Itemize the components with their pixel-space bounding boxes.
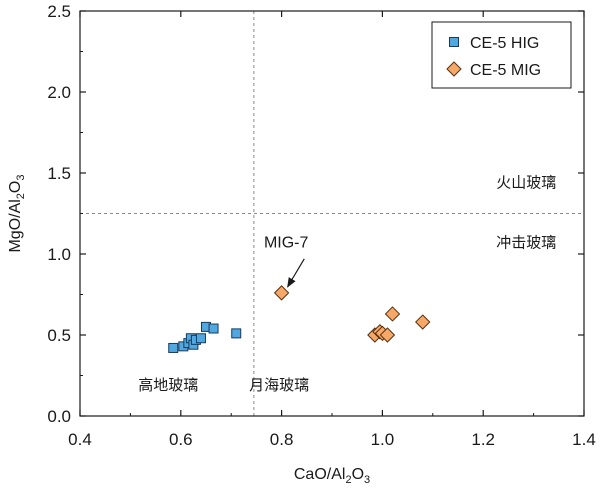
data-point-ce5-mig: [379, 327, 396, 343]
y-tick-label: 2.5: [47, 2, 71, 21]
x-tick-label: 1.0: [371, 430, 395, 449]
y-tick-label: 1.0: [47, 245, 71, 264]
y-tick-label: 0.0: [47, 407, 71, 426]
x-tick-label: 0.4: [68, 430, 92, 449]
region-label-highland-glass: 高地玻璃: [138, 376, 198, 394]
data-point-ce5-mig: [384, 306, 401, 322]
data-point-ce5-hig: [231, 328, 242, 339]
legend-label-ce5-mig: CE-5 MIG: [470, 62, 541, 79]
axes: 0.4 0.6 0.8 1.0 1.2 1.4 0.0 0.5 1.0 1.5 2.0 2.5: [47, 2, 595, 449]
data-point-ce5-hig: [168, 342, 179, 353]
y-tick-label: 2.0: [47, 83, 71, 102]
region-label-mare-glass: 月海玻璃: [249, 376, 309, 394]
annotation-mig7-label: MIG-7: [264, 235, 309, 252]
data-points: [168, 285, 431, 353]
region-label-impact-glass: 冲击玻璃: [496, 234, 556, 252]
data-point-ce5-hig: [195, 333, 206, 344]
legend-box: [431, 21, 572, 89]
x-tick-label: 1.2: [471, 430, 495, 449]
data-point-ce5-mig: [415, 314, 431, 330]
y-axis-title: MgO/Al2O3: [7, 174, 27, 252]
x-tick-label: 1.4: [572, 430, 596, 449]
data-point-ce5-hig: [208, 323, 219, 334]
legend-symbol-ce5-mig: [446, 61, 462, 77]
x-tick-label: 0.8: [270, 430, 294, 449]
region-label-volcanic-glass: 火山玻璃: [496, 174, 556, 192]
x-tick-label: 0.6: [169, 430, 193, 449]
annotation-arrow: [287, 258, 305, 288]
legend: CE-5 HIG CE-5 MIG: [431, 21, 572, 89]
x-axis-title: CaO/Al2O3: [294, 466, 370, 486]
reference-lines: [80, 11, 584, 416]
y-tick-label: 1.5: [47, 164, 71, 183]
data-point-ce5-mig: [273, 285, 290, 301]
y-tick-label: 0.5: [47, 326, 71, 345]
legend-symbol-ce5-hig: [449, 37, 459, 47]
legend-label-ce5-hig: CE-5 HIG: [470, 35, 539, 52]
